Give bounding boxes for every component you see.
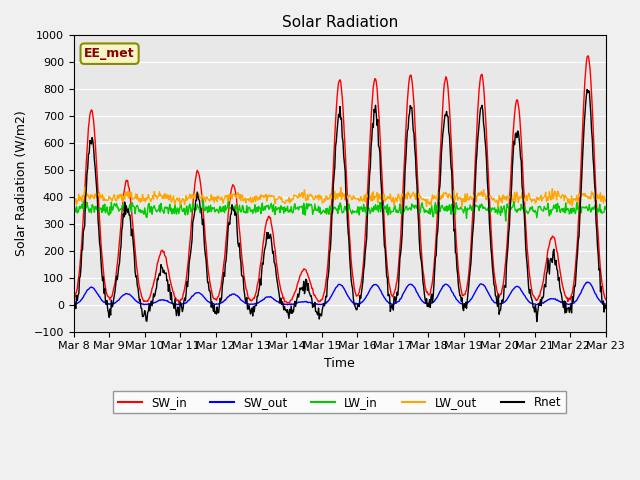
SW_out: [602, 301, 609, 307]
SW_out: [217, 300, 225, 306]
LW_out: [81, 184, 88, 190]
LW_out: [70, 204, 77, 209]
SW_in: [79, 216, 87, 222]
SW_out: [140, 302, 148, 308]
X-axis label: Time: Time: [324, 357, 355, 370]
LW_out: [495, 204, 502, 210]
SW_in: [216, 287, 224, 293]
SW_out: [420, 300, 428, 306]
LW_out: [420, 198, 428, 204]
Text: EE_met: EE_met: [84, 47, 135, 60]
Rnet: [188, 237, 196, 243]
LW_in: [188, 205, 196, 211]
SW_out: [584, 279, 592, 285]
Rnet: [602, 305, 609, 311]
Y-axis label: Solar Radiation (W/m2): Solar Radiation (W/m2): [15, 111, 28, 256]
SW_out: [70, 301, 77, 307]
SW_out: [79, 295, 87, 300]
SW_in: [584, 53, 592, 59]
SW_in: [70, 298, 77, 303]
Rnet: [134, 285, 142, 291]
Legend: SW_in, SW_out, LW_in, LW_out, Rnet: SW_in, SW_out, LW_in, LW_out, Rnet: [113, 391, 566, 413]
SW_out: [189, 293, 196, 299]
LW_in: [199, 196, 207, 202]
Rnet: [583, 86, 591, 92]
LW_out: [217, 197, 225, 203]
LW_out: [405, 192, 413, 197]
SW_in: [602, 297, 609, 302]
Rnet: [79, 229, 87, 235]
LW_in: [134, 204, 142, 210]
SW_in: [284, 300, 291, 306]
LW_in: [502, 218, 509, 224]
SW_in: [420, 277, 428, 283]
Line: SW_in: SW_in: [74, 56, 605, 303]
Rnet: [404, 126, 412, 132]
Line: SW_out: SW_out: [74, 282, 605, 305]
Line: LW_in: LW_in: [74, 199, 605, 221]
LW_in: [420, 209, 428, 215]
LW_in: [405, 206, 413, 212]
SW_out: [134, 300, 142, 305]
LW_in: [70, 207, 77, 213]
SW_in: [134, 275, 142, 280]
SW_in: [188, 214, 196, 219]
SW_in: [405, 80, 413, 85]
Rnet: [533, 319, 541, 324]
LW_in: [217, 209, 225, 215]
LW_out: [135, 198, 143, 204]
Title: Solar Radiation: Solar Radiation: [282, 15, 398, 30]
LW_in: [602, 206, 609, 212]
SW_out: [405, 282, 413, 288]
LW_out: [602, 198, 609, 204]
Rnet: [70, 302, 77, 308]
LW_out: [79, 193, 87, 199]
Line: Rnet: Rnet: [74, 89, 605, 322]
Rnet: [216, 295, 224, 301]
Rnet: [420, 284, 428, 289]
Line: LW_out: LW_out: [74, 187, 605, 207]
LW_in: [79, 199, 87, 204]
LW_out: [189, 193, 196, 199]
